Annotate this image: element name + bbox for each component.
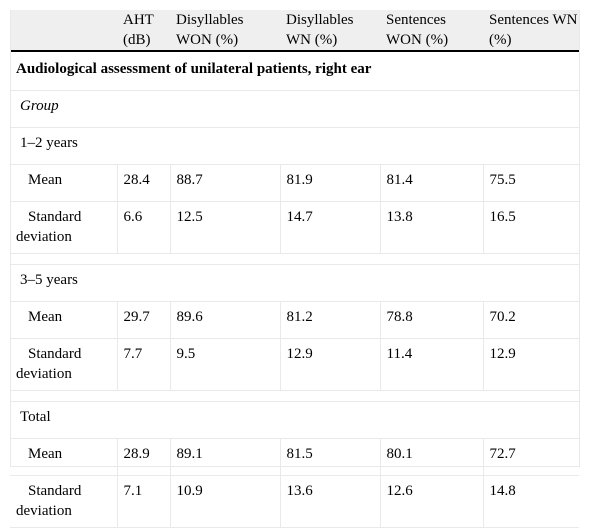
cell: 14.8 xyxy=(483,475,579,528)
audiology-table: AHT (dB) Disyllables WON (%) Disyllables… xyxy=(10,10,579,528)
table-row: Mean 28.4 88.7 81.9 81.4 75.5 xyxy=(10,164,579,202)
table-row: Mean 28.9 89.1 81.5 80.1 72.7 xyxy=(10,438,579,476)
cell: 6.6 xyxy=(117,201,171,254)
section-name: 1–2 years xyxy=(10,127,579,165)
cell: 29.7 xyxy=(117,301,171,339)
section-row: 1–2 years xyxy=(10,127,579,165)
cell: 72.7 xyxy=(483,438,579,476)
row-label: Standard deviation xyxy=(10,201,118,254)
spacer-row xyxy=(10,253,579,265)
cell: 9.5 xyxy=(170,338,281,391)
section-row: Total xyxy=(10,401,579,439)
cell: 81.5 xyxy=(280,438,381,476)
cell: 28.4 xyxy=(117,164,171,202)
cell: 12.9 xyxy=(280,338,381,391)
cell: 12.5 xyxy=(170,201,281,254)
table-row: Standard deviation 7.7 9.5 12.9 11.4 12.… xyxy=(10,338,579,391)
cell: 14.7 xyxy=(280,201,381,254)
row-label: Mean xyxy=(10,438,118,476)
section-row: 3–5 years xyxy=(10,264,579,302)
cell: 13.8 xyxy=(380,201,484,254)
cell: 28.9 xyxy=(117,438,171,476)
cell: 89.1 xyxy=(170,438,281,476)
cell: 13.6 xyxy=(280,475,381,528)
row-label: Standard deviation xyxy=(10,338,118,391)
header-cell-blank xyxy=(10,10,117,51)
cell: 16.5 xyxy=(483,201,579,254)
row-label: Mean xyxy=(10,301,118,339)
cell: 88.7 xyxy=(170,164,281,202)
cell: 12.9 xyxy=(483,338,579,391)
cell: 80.1 xyxy=(380,438,484,476)
cell: 78.8 xyxy=(380,301,484,339)
cell: 81.9 xyxy=(280,164,381,202)
row-label: Standard deviation xyxy=(10,475,118,528)
group-row: Group xyxy=(10,90,579,128)
cell: 12.6 xyxy=(380,475,484,528)
cell: 75.5 xyxy=(483,164,579,202)
table-title-row: Audiological assessment of unilateral pa… xyxy=(10,51,579,91)
group-label: Group xyxy=(10,90,579,128)
table-row: Standard deviation 7.1 10.9 13.6 12.6 14… xyxy=(10,475,579,528)
header-cell-sentences-won: Sentences WON (%) xyxy=(380,10,483,51)
section-name: Total xyxy=(10,401,579,439)
section-name: 3–5 years xyxy=(10,264,579,302)
row-label: Mean xyxy=(10,164,118,202)
header-cell-sentences-wn: Sentences WN (%) xyxy=(483,10,579,51)
header-cell-disyllables-wn: Disyllables WN (%) xyxy=(280,10,380,51)
table-title: Audiological assessment of unilateral pa… xyxy=(10,51,579,91)
cell: 11.4 xyxy=(380,338,484,391)
header-row: AHT (dB) Disyllables WON (%) Disyllables… xyxy=(10,10,579,51)
cell: 89.6 xyxy=(170,301,281,339)
cell: 81.4 xyxy=(380,164,484,202)
header-cell-disyllables-won: Disyllables WON (%) xyxy=(170,10,280,51)
table-row: Mean 29.7 89.6 81.2 78.8 70.2 xyxy=(10,301,579,339)
spacer-row xyxy=(10,390,579,402)
cell: 10.9 xyxy=(170,475,281,528)
cell: 7.1 xyxy=(117,475,171,528)
cell: 7.7 xyxy=(117,338,171,391)
header-cell-aht: AHT (dB) xyxy=(117,10,170,51)
table-row: Standard deviation 6.6 12.5 14.7 13.8 16… xyxy=(10,201,579,254)
cell: 70.2 xyxy=(483,301,579,339)
cell: 81.2 xyxy=(280,301,381,339)
